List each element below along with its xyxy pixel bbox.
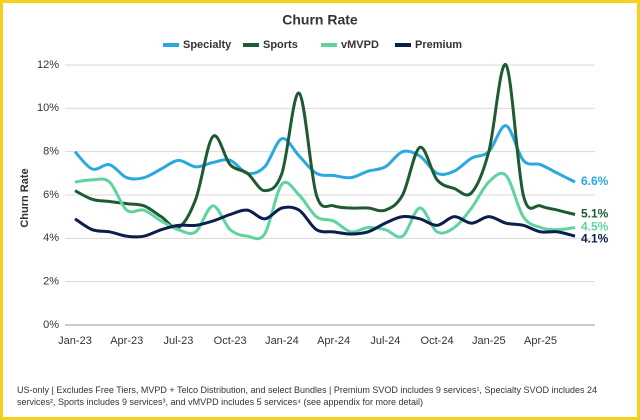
x-tick-label: Oct-24	[421, 335, 454, 347]
x-tick-label: Jul-24	[370, 335, 400, 347]
chart-title: Churn Rate	[282, 12, 358, 28]
x-tick-label: Jan-25	[472, 335, 506, 347]
series-line	[74, 63, 576, 230]
value-label: 5.1%	[581, 207, 609, 221]
legend-label: Sports	[263, 39, 298, 51]
y-tick-label: 2%	[43, 276, 59, 288]
y-tick-label: 4%	[43, 232, 59, 244]
legend-label: Specialty	[183, 39, 232, 51]
x-tick-label: Jul-23	[163, 335, 193, 347]
x-tick-label: Oct-23	[214, 335, 247, 347]
x-tick-label: Apr-23	[110, 335, 143, 347]
y-tick-label: 12%	[37, 59, 59, 71]
x-tick-label: Apr-25	[524, 335, 557, 347]
series-line	[74, 205, 576, 239]
legend-label: vMVPD	[341, 39, 379, 51]
x-tick-label: Jan-24	[265, 335, 299, 347]
y-axis-title: Churn Rate	[19, 168, 31, 227]
chart: Churn Rate Churn Rate 0% 2% 4% 6% 8% 10% 12% Ja…	[19, 12, 609, 347]
value-label: 4.5%	[581, 220, 609, 234]
x-tick-label: Apr-24	[317, 335, 350, 347]
y-tick-label: 0%	[43, 319, 59, 331]
y-tick-label: 8%	[43, 146, 59, 158]
legend-label: Premium	[415, 39, 462, 51]
value-label: 6.6%	[581, 174, 609, 188]
x-tick-label: Jan-23	[58, 335, 92, 347]
value-label: 4.1%	[581, 232, 609, 246]
series-line	[74, 171, 576, 241]
y-tick-label: 10%	[37, 102, 59, 114]
y-tick-label: 6%	[43, 189, 59, 201]
footnote: US-only | Excludes Free Tiers, MVPD + Te…	[17, 385, 597, 407]
